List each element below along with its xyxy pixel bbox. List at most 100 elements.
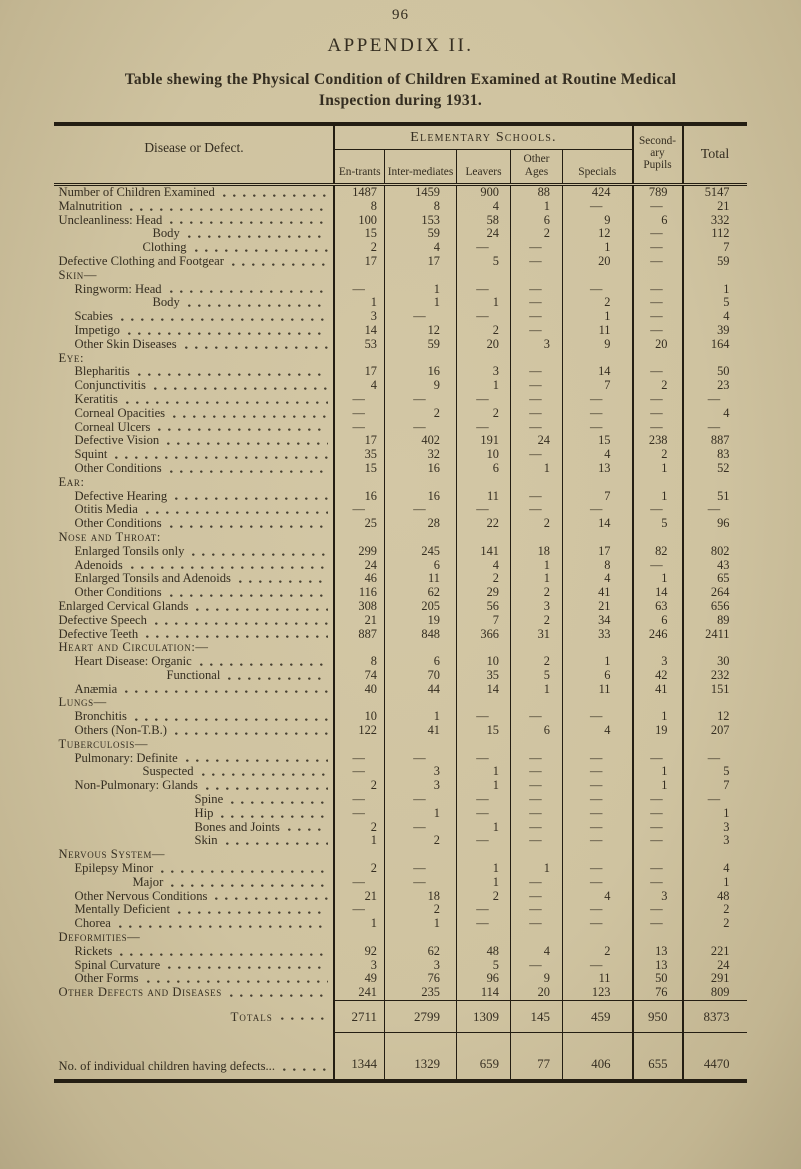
value-cell: 4 <box>455 199 511 214</box>
value-cell: 789 <box>631 184 683 200</box>
value-cell: 3 <box>383 958 457 973</box>
row-label: Spine <box>54 792 334 807</box>
value-cell: 89 <box>681 613 747 628</box>
row-label-text: Scabies <box>74 309 113 324</box>
value-cell: 17 <box>561 544 633 559</box>
row-label-text: Clothing <box>142 240 187 255</box>
column-header-total: Total <box>681 122 747 186</box>
value-cell: 308 <box>333 599 385 614</box>
value-cell: — <box>561 903 633 918</box>
value-cell: 16 <box>333 489 385 504</box>
value-cell: 21 <box>681 199 747 214</box>
value-cell: 459 <box>561 1000 633 1034</box>
table-row: Major — —1— — —1 <box>54 875 747 890</box>
value-cell: — <box>509 448 563 462</box>
value-cell: 65 <box>681 572 747 587</box>
value-cell: — <box>561 917 633 932</box>
dot-leader <box>215 892 329 904</box>
value-cell: 191 <box>455 434 511 449</box>
dot-leader <box>187 230 329 242</box>
table-row: Heart Disease: Organic 8 6 10 2 1 3 30 <box>54 654 747 669</box>
value-cell: 96 <box>455 972 511 987</box>
value-cell: 1 <box>509 682 563 697</box>
row-label: Other Nervous Conditions <box>54 889 334 904</box>
value-cell: 13 <box>631 958 683 973</box>
value-cell: 3 <box>509 599 563 614</box>
value-cell: 4 <box>383 241 457 255</box>
value-cell: 656 <box>681 599 747 614</box>
row-label: No. of individual children having defect… <box>54 1032 335 1083</box>
value-cell: 20 <box>455 337 511 352</box>
row-label: Other Conditions <box>54 585 334 600</box>
value-cell <box>509 475 563 490</box>
value-cell: 32 <box>383 448 457 462</box>
dot-leader <box>168 961 329 973</box>
value-cell: — <box>509 489 563 504</box>
value-cell: 5 <box>631 517 683 531</box>
value-cell: — <box>333 806 385 821</box>
dot-leader <box>118 920 329 932</box>
value-cell: 82 <box>631 544 683 559</box>
value-cell: 299 <box>333 544 385 559</box>
value-cell: — <box>631 806 683 821</box>
dot-leader <box>120 312 329 324</box>
dot-leader <box>146 630 329 642</box>
value-cell: 28 <box>383 517 457 531</box>
value-cell: 10 <box>455 655 511 669</box>
value-cell <box>333 530 385 545</box>
value-cell: 16 <box>383 461 457 476</box>
value-cell: 10 <box>455 448 511 462</box>
value-cell: 4 <box>561 724 633 738</box>
value-cell: — <box>631 392 683 407</box>
value-cell <box>333 931 385 945</box>
value-cell: 1 <box>509 461 563 476</box>
table-row: Other Conditions 15 16 6 1 13 1 52 <box>54 461 747 476</box>
table-title: Table shewing the Physical Condition of … <box>0 69 801 111</box>
value-cell: 2 <box>383 903 457 918</box>
row-label-text: Impetigo <box>74 322 120 337</box>
value-cell: — <box>631 254 683 269</box>
value-cell: 8 <box>333 199 385 214</box>
value-cell: 34 <box>561 613 633 628</box>
value-cell: — <box>631 820 683 835</box>
section-row: Nose and Throat: <box>54 530 747 545</box>
row-label-text: Totals <box>230 1008 273 1024</box>
value-cell <box>333 696 385 711</box>
value-cell: — <box>509 903 563 918</box>
value-cell: 402 <box>383 434 457 449</box>
table-row: Other Conditions 25 28 22 2 14 5 96 <box>54 516 747 531</box>
value-cell: 76 <box>631 986 683 1001</box>
value-cell: — <box>509 392 563 407</box>
table-row: Bones and Joints 2—1— — —3 <box>54 820 747 835</box>
row-label-text: Functional <box>166 667 221 682</box>
value-cell: 14 <box>631 586 683 600</box>
row-label: Defective Speech <box>54 613 334 628</box>
value-cell: 11 <box>561 682 633 697</box>
value-cell: 151 <box>681 682 747 697</box>
table-row: Other Defects and Diseases 241 235 114 20 123… <box>54 986 747 1001</box>
table-row: Impetigo 14 12 2—11—39 <box>54 322 747 338</box>
table-row: Body 15 59 24 2 12—112 <box>54 227 747 242</box>
section-row: Nervous System— <box>54 847 747 863</box>
value-cell <box>383 475 457 490</box>
row-label: Corneal Opacities <box>54 406 334 421</box>
row-label-text: Pulmonary: Definite <box>74 750 178 765</box>
dot-leader <box>115 450 329 462</box>
dot-leader <box>170 216 329 228</box>
value-cell <box>383 641 457 656</box>
value-cell: 14 <box>561 517 633 531</box>
row-label-text: Adenoids <box>74 557 123 572</box>
value-cell: 88 <box>509 184 563 200</box>
value-cell: 19 <box>631 724 683 738</box>
row-label: Defective Clothing and Footgear <box>54 254 334 269</box>
value-cell: 2711 <box>333 1000 385 1034</box>
value-cell: 1 <box>455 875 511 890</box>
value-cell: — <box>455 710 511 725</box>
value-cell: — <box>509 779 563 794</box>
value-cell <box>383 848 457 863</box>
row-label-text: Eye: <box>58 350 85 365</box>
appendix-heading: APPENDIX II. <box>327 35 474 56</box>
value-cell: — <box>509 834 563 849</box>
value-cell: 12 <box>561 227 633 242</box>
value-cell: 241 <box>333 986 385 1001</box>
